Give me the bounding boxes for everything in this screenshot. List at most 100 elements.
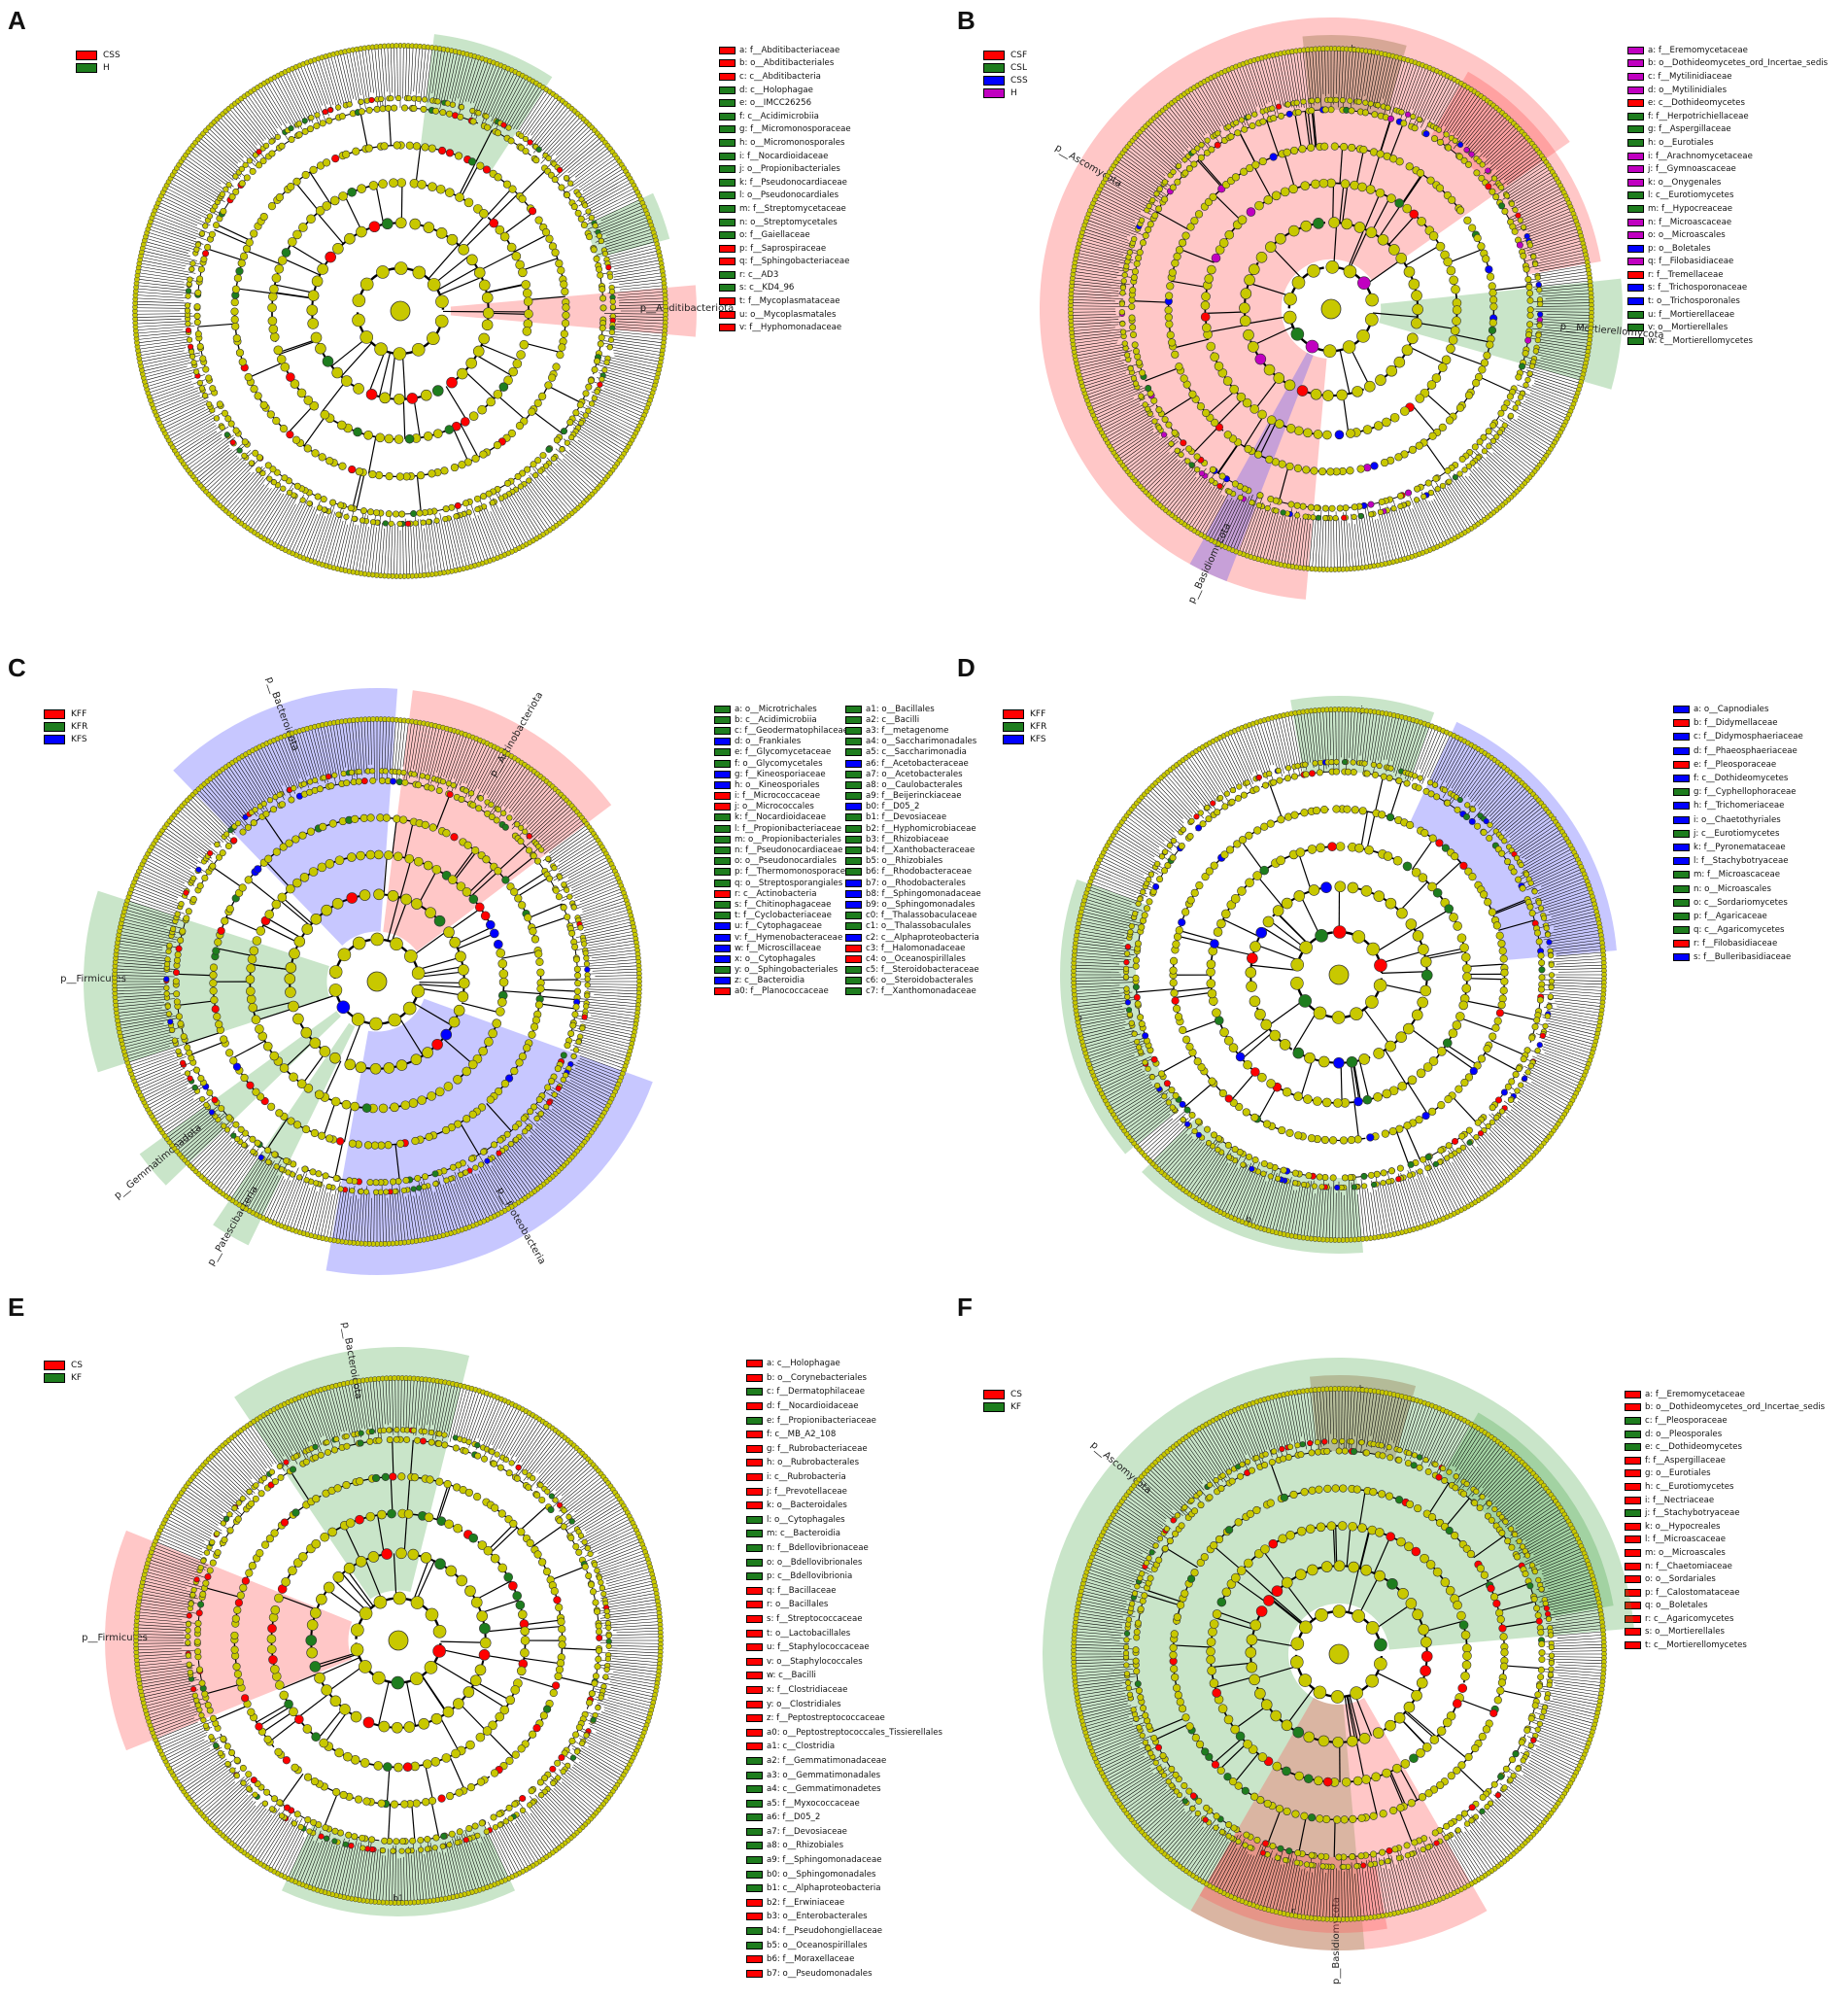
taxa-legend-label: h: f__Trichomeriaceae: [1694, 801, 1785, 811]
group-legend-item: KFF: [44, 707, 87, 720]
taxa-legend-item: l: o__Pseudonocardiales: [719, 190, 851, 203]
taxa-legend-item: j: f__Stachybotryaceae: [1625, 1506, 1825, 1520]
taxa-legend-item: v: f__Hyphomonadaceae: [719, 321, 851, 334]
taxa-legend-label: p: f__Thermomonosporaceae: [735, 867, 856, 878]
taxa-legend-item: b4: f__Pseudohongiellaceae: [746, 1924, 942, 1939]
taxa-legend-label: s: f__Trichosporonaceae: [1648, 283, 1748, 293]
legend-swatch: [746, 1870, 763, 1879]
legend-swatch: [746, 1842, 763, 1850]
taxa-legend-item: a: o__Capnodiales: [1673, 703, 1803, 716]
taxa-legend-item: f: c__MB_A2_108: [746, 1428, 942, 1442]
taxa-legend-label: t: c__Mortierellomycetes: [1645, 1640, 1747, 1651]
taxa-legend-item: b5: o__Rhizobiales: [845, 856, 981, 867]
taxa-legend-label: f: o__Glycomycetales: [735, 758, 823, 769]
taxa-legend-label: a3: o__Gemmatimonadales: [767, 1770, 881, 1780]
legend-swatch: [1673, 775, 1690, 783]
taxa-legend-label: d: o__Frankiales: [735, 737, 802, 747]
taxa-legend-label: b1: c__Alphaproteobacteria: [767, 1883, 881, 1894]
legend-swatch: [719, 178, 736, 187]
taxa-legend-label: v: f__Hyphomonadaceae: [739, 323, 842, 333]
legend-swatch: [44, 721, 65, 732]
taxa-legend-label: b8: f__Sphingomonadaceae: [866, 888, 981, 899]
legend-swatch: [1673, 802, 1690, 811]
taxa-legend-label: c3: f__Halomonadaceae: [866, 943, 966, 953]
taxa-legend-item: a3: o__Gemmatimonadales: [746, 1768, 942, 1782]
taxa-legend-label: b: c__Acidimicrobiia: [735, 714, 817, 725]
legend-swatch: [746, 1487, 763, 1496]
legend-swatch: [719, 99, 736, 108]
group-legend: KFF KFR KFS: [1003, 707, 1046, 745]
legend-swatch: [1625, 1641, 1641, 1650]
taxa-legend-item: d: f__Phaeosphaeriaceae: [1673, 744, 1803, 758]
group-legend-item: KFR: [1003, 720, 1046, 733]
taxa-legend-item: p: f__Agaricaceae: [1673, 910, 1803, 923]
legend-swatch: [1627, 336, 1644, 345]
taxa-legend-item: u: o__Mycoplasmatales: [719, 308, 851, 322]
taxa-legend-item: r: o__Bacillales: [746, 1598, 942, 1612]
legend-swatch: [746, 1714, 763, 1723]
legend-swatch: [845, 726, 862, 735]
taxa-legend-item: a2: f__Gemmatimonadaceae: [746, 1754, 942, 1769]
taxa-legend-label: a9: f__Sphingomonadaceae: [767, 1855, 882, 1866]
group-legend-item: H: [76, 61, 120, 74]
legend-swatch: [1627, 99, 1644, 108]
taxa-legend-item: u: f__Cytophagaceae: [714, 921, 856, 932]
taxa-legend-label: l: c__Eurotiomycetes: [1648, 190, 1734, 201]
taxa-legend-item: o: f__Gaiellaceae: [719, 228, 851, 242]
legend-swatch: [845, 846, 862, 855]
taxa-legend-item: q: o__Boletales: [1625, 1600, 1825, 1613]
legend-swatch: [1627, 46, 1644, 54]
taxa-legend-label: g: f__Cyphellophoraceae: [1694, 787, 1797, 798]
legend-swatch: [719, 231, 736, 240]
legend-swatch: [845, 780, 862, 789]
taxa-legend-label: a: o__Microtrichales: [735, 704, 817, 714]
legend-swatch: [1627, 258, 1644, 266]
taxa-legend-item: q: c__Agaricomycetes: [1673, 923, 1803, 937]
tree-nodes: [132, 43, 668, 579]
taxa-legend-label: a: f__Abditibacteriaceae: [739, 45, 840, 55]
taxa-legend-item: h: f__Trichomeriaceae: [1673, 799, 1803, 812]
legend-swatch: [1627, 165, 1644, 174]
taxa-legend-label: k: f__Nocardioidaceae: [735, 812, 827, 823]
legend-swatch: [1627, 218, 1644, 226]
clade-label: r: [1291, 1907, 1295, 1916]
legend-swatch: [719, 112, 736, 121]
taxa-legend-label: c: f__Pleosporaceae: [1645, 1415, 1728, 1426]
taxa-legend-label: f: c__MB_A2_108: [767, 1430, 837, 1440]
legend-swatch: [1627, 204, 1644, 213]
taxa-legend-label: a: f__Eremomycetaceae: [1645, 1389, 1745, 1399]
taxa-legend-item: k: f__Pseudonocardiaceae: [719, 176, 851, 190]
phylum-label: p__Firmicutes: [60, 974, 126, 984]
legend-swatch: [746, 1402, 763, 1411]
legend-swatch: [1625, 1482, 1641, 1491]
taxa-legend-item: b5: o__Oceanospirillales: [746, 1938, 942, 1952]
taxa-legend-item: c0: f__Thalassobaculaceae: [845, 911, 981, 921]
taxa-legend-label: a: c__Holophagae: [767, 1359, 840, 1369]
taxa-legend-item: k: o__Hypocreales: [1625, 1520, 1825, 1534]
taxa-legend-item: e: c__Dothideomycetes: [1625, 1440, 1825, 1454]
taxa-legend-label: c: f__Geodermatophilaceae: [735, 725, 849, 736]
taxa-legend-item: a0: o__Peptostreptococcales_Tissierellal…: [746, 1725, 942, 1740]
cladogram: p__Ascomycotap__Mortierellomycotap__Basi…: [1040, 17, 1664, 605]
phylum-sector: [1189, 352, 1314, 582]
phylum-label: p__Basidiomycota: [1331, 1897, 1342, 1984]
group-legend-label: KFS: [1030, 734, 1046, 744]
cladogram: jfob: [1060, 696, 1617, 1254]
taxa-legend-item: b: o__Dothideomycetes_ord_Incertae_sedis: [1625, 1401, 1825, 1415]
legend-swatch: [746, 1756, 763, 1765]
taxa-legend-label: v: o__Mortierellales: [1648, 323, 1728, 333]
taxa-legend-item: c: f__Didymosphaeriaceae: [1673, 730, 1803, 743]
taxa-legend-label: b4: f__Pseudohongiellaceae: [767, 1926, 883, 1937]
legend-swatch: [714, 824, 731, 833]
taxa-legend-item: c: f__Geodermatophilaceae: [714, 725, 856, 736]
taxa-legend-label: l: f__Propionibacteriaceae: [735, 823, 842, 834]
taxa-legend-item: b: o__Corynebacteriales: [746, 1371, 942, 1386]
taxa-legend-label: e: f__Pleosporaceae: [1694, 759, 1777, 770]
legend-swatch: [1673, 829, 1690, 838]
taxa-legend-item: k: f__Nocardioidaceae: [714, 812, 856, 823]
taxa-legend-label: a8: o__Caulobacterales: [866, 779, 963, 790]
taxa-legend-label: s: c__KD4_96: [739, 283, 795, 293]
group-legend-item: KF: [44, 1371, 83, 1384]
taxa-legend-label: e: c__Dothideomycetes: [1645, 1442, 1742, 1453]
